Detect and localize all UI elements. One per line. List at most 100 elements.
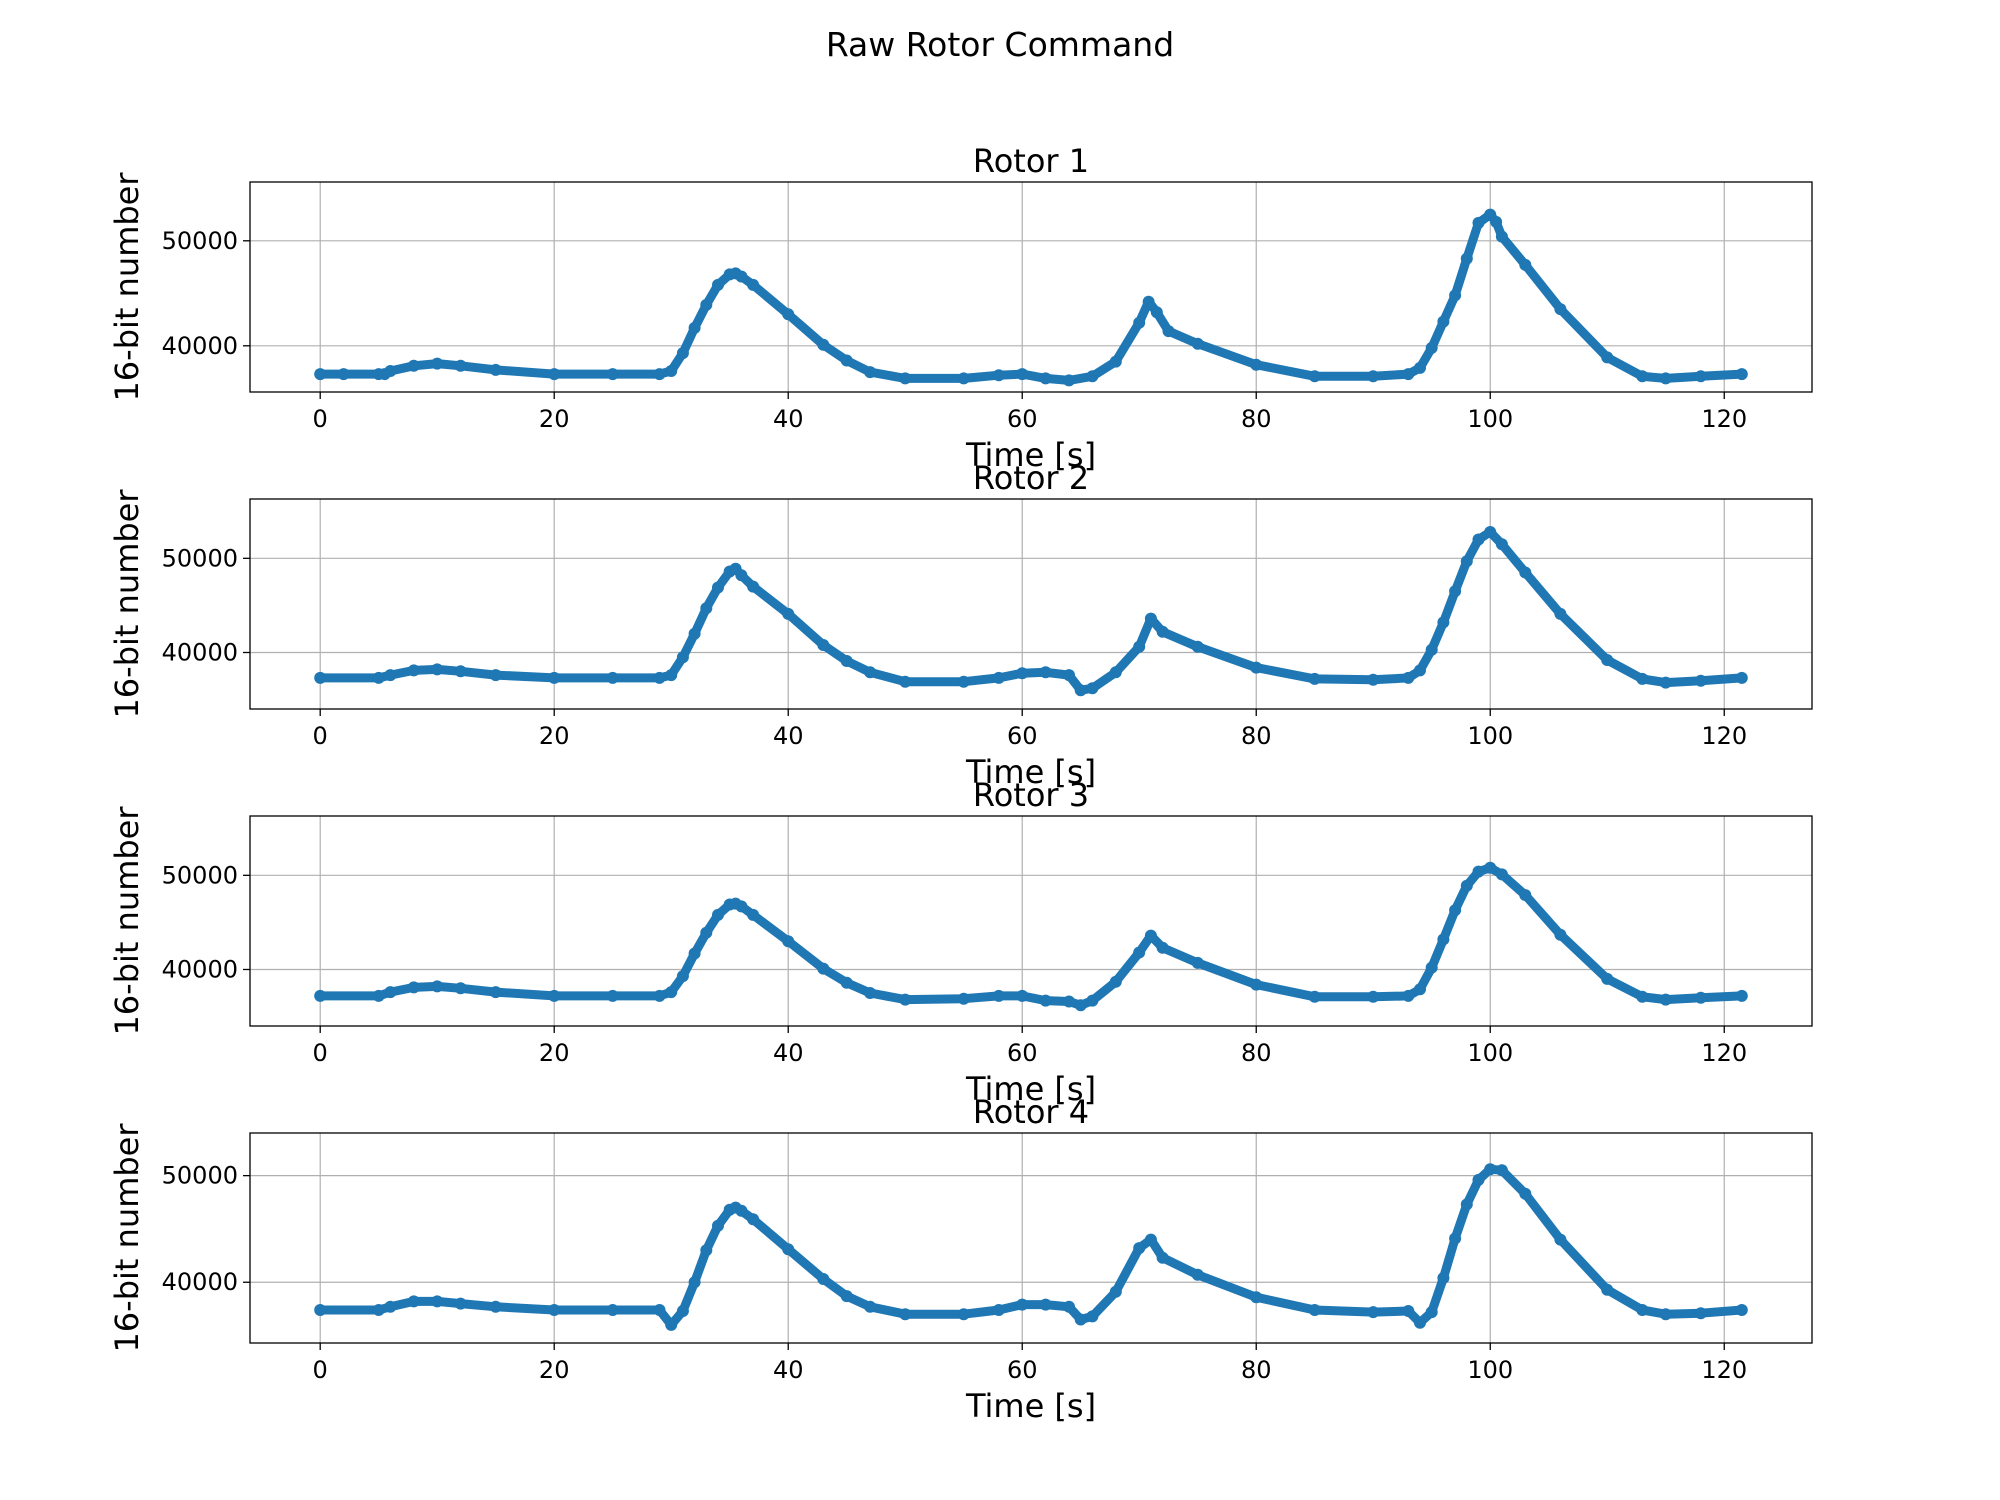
data-point	[1495, 538, 1508, 551]
data-point	[747, 278, 760, 291]
data-point	[817, 639, 830, 651]
data-point	[1636, 370, 1649, 383]
y-tick-label: 40000	[162, 1268, 238, 1296]
data-point	[1144, 1233, 1157, 1246]
data-point	[1414, 664, 1426, 677]
data-point	[431, 1295, 444, 1308]
series-markers	[314, 1163, 1748, 1331]
x-tick-label: 80	[1241, 1356, 1272, 1384]
x-tick-label: 0	[313, 1039, 328, 1067]
series-markers	[314, 861, 1748, 1012]
data-point	[1150, 306, 1163, 319]
data-point	[548, 671, 561, 684]
data-point	[1402, 989, 1415, 1002]
data-point	[653, 368, 666, 381]
data-point	[1735, 1304, 1748, 1316]
data-point	[1449, 1232, 1462, 1245]
data-point	[676, 651, 689, 664]
data-point	[1449, 585, 1462, 598]
data-point	[1735, 671, 1748, 684]
x-tick-label: 20	[539, 1039, 570, 1067]
data-point	[747, 580, 760, 593]
data-point	[489, 669, 502, 682]
y-tick-label: 50000	[162, 861, 238, 889]
data-point	[1694, 1307, 1707, 1320]
data-point	[1144, 929, 1157, 942]
data-point	[1191, 337, 1204, 350]
x-tick-label: 120	[1701, 405, 1747, 433]
data-point	[665, 986, 678, 999]
data-point	[1156, 625, 1169, 638]
data-point	[1133, 640, 1146, 653]
data-point	[782, 935, 795, 948]
data-point	[747, 1213, 760, 1226]
data-point	[1144, 612, 1157, 625]
series-line	[315, 527, 1747, 695]
data-point	[1039, 372, 1052, 385]
data-point	[1659, 1308, 1672, 1321]
x-tick-label: 120	[1701, 722, 1747, 750]
data-point	[688, 1276, 701, 1289]
x-tick-label: 100	[1467, 1039, 1513, 1067]
data-point	[899, 675, 912, 688]
data-point	[1250, 1291, 1263, 1304]
data-point	[1367, 1306, 1380, 1319]
data-point	[314, 671, 327, 684]
data-point	[1063, 669, 1075, 682]
data-point	[957, 675, 970, 688]
data-point	[489, 1300, 502, 1313]
axes-frame	[249, 181, 1813, 393]
x-tick-label: 40	[773, 405, 804, 433]
data-point	[1437, 1272, 1450, 1284]
series-line	[315, 210, 1747, 385]
data-point	[1437, 315, 1450, 328]
data-point	[1449, 904, 1462, 917]
data-point	[782, 607, 795, 620]
data-point	[665, 365, 678, 377]
series-line	[315, 863, 1747, 1010]
data-point	[1162, 325, 1175, 338]
data-point	[606, 1304, 619, 1316]
data-point	[1109, 975, 1122, 988]
subplot-rotor-4: 0 20 40 60 80 100 120 40000 50000 Rotor 4 Time [s]…	[108, 1093, 1813, 1425]
x-tick-label: 20	[539, 405, 570, 433]
data-point	[1402, 1305, 1415, 1317]
data-point	[899, 993, 912, 1006]
data-point	[1636, 1304, 1649, 1316]
data-point	[314, 1304, 327, 1316]
data-point	[735, 900, 748, 913]
data-point	[700, 1244, 713, 1257]
x-tick-label: 60	[1007, 1039, 1038, 1067]
data-point	[489, 363, 502, 376]
data-point	[992, 1304, 1005, 1316]
data-point	[1554, 928, 1567, 941]
x-axis-label: Time [s]	[965, 436, 1096, 474]
data-point	[1133, 1242, 1146, 1255]
data-point	[372, 671, 385, 684]
data-point	[1472, 1173, 1485, 1186]
data-point	[1659, 993, 1672, 1006]
x-tick-label: 0	[313, 722, 328, 750]
y-axis-label: 16-bit number	[108, 489, 146, 719]
subplot-title: Rotor 4	[973, 1093, 1089, 1131]
x-tick-label: 100	[1467, 722, 1513, 750]
data-point	[1414, 361, 1426, 374]
data-point	[1016, 989, 1029, 1002]
data-point	[688, 321, 701, 334]
y-tick-label: 40000	[162, 955, 238, 983]
data-point	[782, 1243, 795, 1256]
data-point	[957, 1308, 970, 1321]
data-point	[1484, 1163, 1497, 1176]
x-tick-label: 60	[1007, 405, 1038, 433]
data-point	[1437, 933, 1450, 946]
data-point	[700, 298, 713, 311]
data-point	[606, 671, 619, 684]
data-point	[1694, 991, 1707, 1004]
data-point	[817, 338, 830, 351]
x-tick-label: 60	[1007, 722, 1038, 750]
data-point	[1636, 672, 1649, 685]
data-point	[1460, 555, 1473, 568]
data-point	[1142, 295, 1155, 308]
data-point	[431, 980, 444, 993]
data-point	[489, 986, 502, 999]
